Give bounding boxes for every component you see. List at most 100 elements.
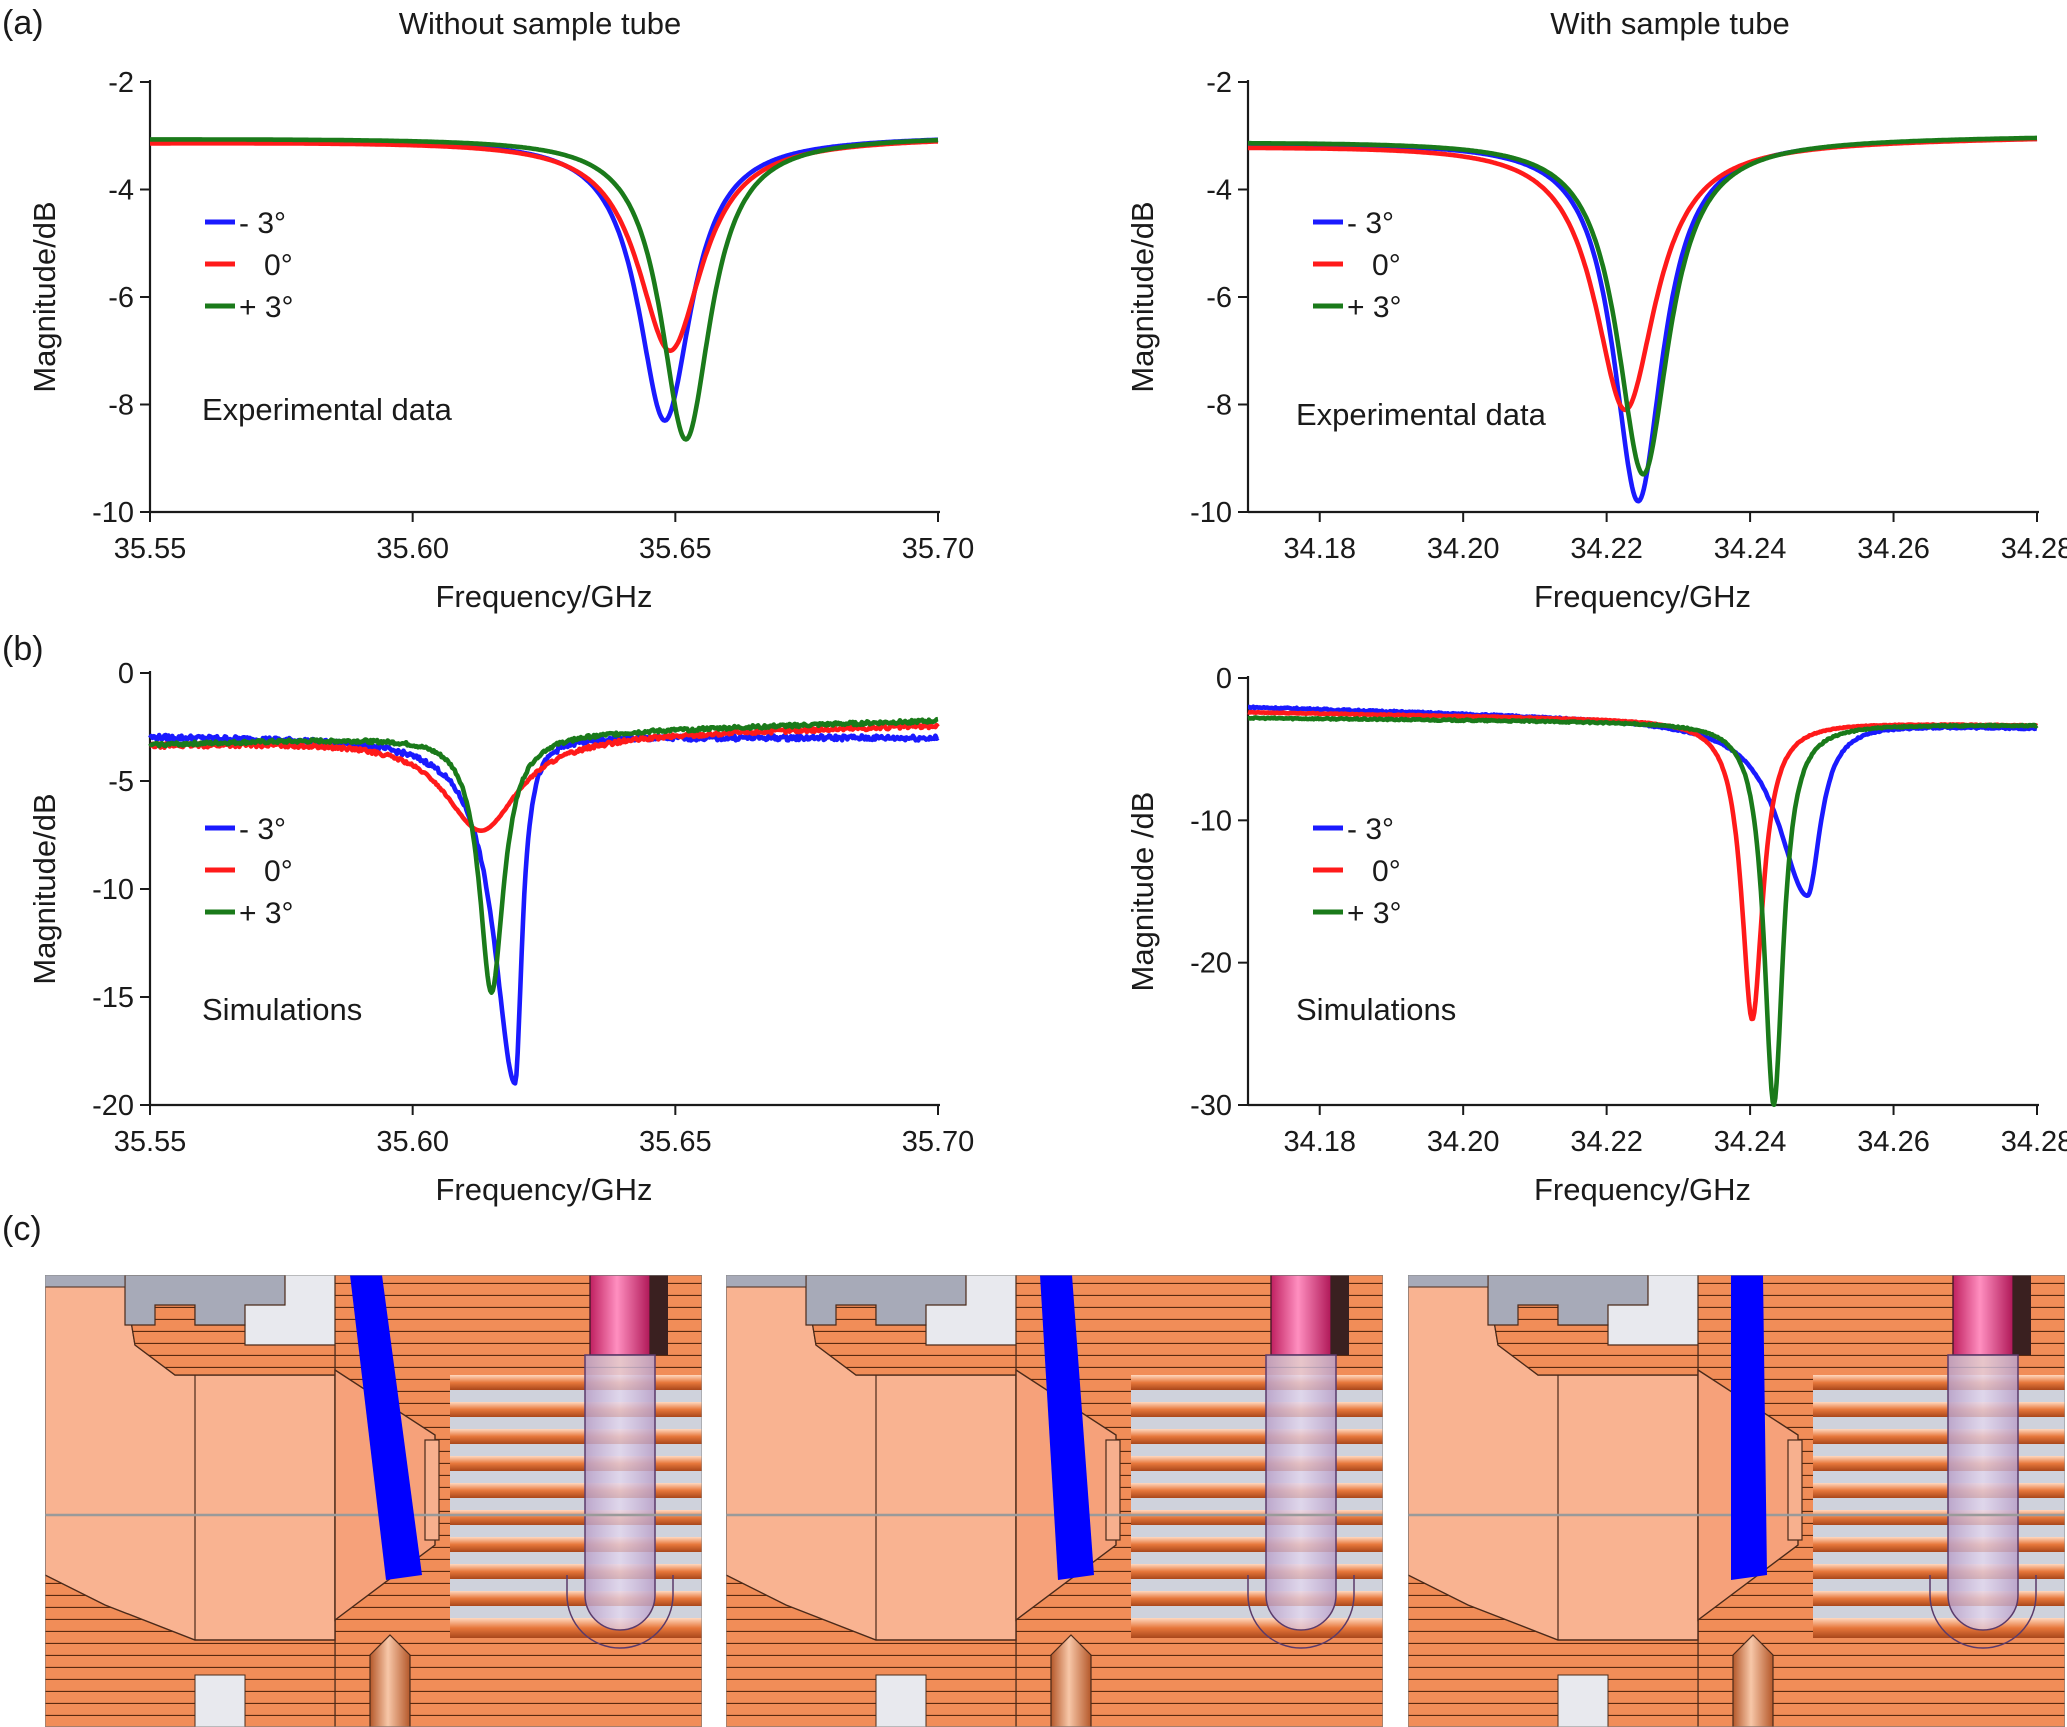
series-line-plus-3 bbox=[1247, 135, 2038, 477]
base-notch bbox=[875, 1674, 927, 1727]
chart-annotation: Simulations bbox=[1296, 992, 1456, 1027]
cavity-slot bbox=[450, 1591, 702, 1606]
panel-label-c: (c) bbox=[2, 1210, 42, 1248]
sample-tube-lower bbox=[584, 1354, 656, 1631]
iris-window bbox=[1787, 1439, 1803, 1541]
metal-strip bbox=[1408, 1275, 1489, 1288]
tube-holder bbox=[2013, 1275, 2031, 1355]
cavity-plate bbox=[1813, 1579, 2065, 1591]
chart-legend: - 3° 0° + 3° bbox=[1313, 207, 1402, 324]
tuning-pin bbox=[1050, 1634, 1092, 1727]
x-tick-label: 34.18 bbox=[1283, 533, 1356, 565]
legend-label: 0° bbox=[1347, 249, 1401, 282]
y-tick-label: -4 bbox=[108, 175, 134, 207]
cavity-plate bbox=[1131, 1444, 1383, 1456]
chart-annotation: Experimental data bbox=[202, 392, 453, 427]
x-tick-label: 35.60 bbox=[376, 1126, 449, 1158]
x-axis-label: Frequency/GHz bbox=[435, 1172, 652, 1207]
legend-label: 0° bbox=[239, 855, 293, 888]
y-axis-label: Magnitude /dB bbox=[1125, 792, 1160, 992]
y-tick-label: -6 bbox=[108, 282, 134, 314]
x-tick-label: 35.70 bbox=[902, 1126, 975, 1158]
cavity-slot bbox=[1813, 1564, 2065, 1579]
metal-clamp bbox=[124, 1275, 286, 1326]
legend-label: - 3° bbox=[239, 207, 286, 240]
y-tick-label: -5 bbox=[108, 766, 134, 798]
cavity-slot bbox=[1813, 1375, 2065, 1390]
series-line-plus-3 bbox=[148, 716, 939, 995]
cavity-slot bbox=[1813, 1483, 2065, 1498]
x-axis-label: Frequency/GHz bbox=[1534, 1172, 1751, 1207]
cavity-plate bbox=[1813, 1525, 2065, 1537]
cavity-plate bbox=[450, 1444, 702, 1456]
y-tick-label: -30 bbox=[1190, 1090, 1232, 1122]
y-tick-label: -20 bbox=[92, 1090, 134, 1122]
blue-rod bbox=[1731, 1275, 1767, 1580]
legend-label: 0° bbox=[239, 249, 293, 282]
cavity-slot bbox=[1131, 1591, 1383, 1606]
cavity-plate bbox=[1813, 1390, 2065, 1402]
cavity-slot bbox=[450, 1456, 702, 1471]
series-line-plus-3 bbox=[1247, 715, 2039, 1108]
cavity-plate bbox=[1131, 1498, 1383, 1510]
x-tick-label: 34.26 bbox=[1857, 1126, 1930, 1158]
x-tick-label: 34.18 bbox=[1283, 1126, 1356, 1158]
cavity-slot bbox=[1131, 1402, 1383, 1417]
y-tick-label: -10 bbox=[92, 497, 134, 529]
cavity-slot bbox=[450, 1537, 702, 1552]
panel-label-b: (b) bbox=[2, 630, 44, 668]
y-tick-label: -8 bbox=[1206, 390, 1232, 422]
sample-tube-lower bbox=[1947, 1354, 2019, 1631]
y-axis-label: Magnitude/dB bbox=[1125, 201, 1160, 392]
x-tick-label: 34.28 bbox=[2001, 533, 2067, 565]
y-tick-label: -8 bbox=[108, 390, 134, 422]
cavity-plate bbox=[1813, 1606, 2065, 1618]
chart-simulation-with-tube: 0 -10 -20 -30 34.18 34.20 34.22 34.24 34.26 34.28… bbox=[1125, 663, 2067, 1207]
y-tick-label: -2 bbox=[1206, 67, 1232, 99]
y-tick-label: -10 bbox=[92, 874, 134, 906]
x-tick-label: 34.26 bbox=[1857, 533, 1930, 565]
tuning-pin bbox=[369, 1634, 411, 1727]
cavity-slot bbox=[1813, 1591, 2065, 1606]
tube-holder bbox=[650, 1275, 668, 1355]
x-tick-label: 35.60 bbox=[376, 533, 449, 565]
cavity-plate bbox=[1813, 1471, 2065, 1483]
y-tick-label: -4 bbox=[1206, 175, 1232, 207]
x-tick-label: 35.55 bbox=[114, 533, 187, 565]
blue-rod bbox=[1040, 1275, 1094, 1580]
cavity-slot bbox=[1131, 1510, 1383, 1525]
cavity-slot bbox=[1813, 1429, 2065, 1444]
x-tick-label: 34.22 bbox=[1570, 533, 1643, 565]
tube-outline bbox=[566, 1575, 674, 1649]
x-tick-label: 34.24 bbox=[1714, 1126, 1787, 1158]
cavity-slot bbox=[1131, 1375, 1383, 1390]
cavity-slot bbox=[1131, 1456, 1383, 1471]
cavity-slot bbox=[1131, 1537, 1383, 1552]
x-tick-label: 34.24 bbox=[1714, 533, 1787, 565]
legend-label: + 3° bbox=[239, 291, 294, 324]
cavity-slot bbox=[1131, 1564, 1383, 1579]
x-tick-label: 35.70 bbox=[902, 533, 975, 565]
sample-tube-lower bbox=[1265, 1354, 1337, 1631]
cavity-plate bbox=[1813, 1498, 2065, 1510]
cavity-slot bbox=[1813, 1402, 2065, 1417]
tube-outline bbox=[1929, 1575, 2037, 1649]
cavity-slot bbox=[450, 1375, 702, 1390]
cavity-plate bbox=[450, 1417, 702, 1429]
series-line-plus-3 bbox=[149, 137, 939, 442]
metal-clamp bbox=[1487, 1275, 1649, 1326]
cavity-slot bbox=[450, 1564, 702, 1579]
cavity-slot bbox=[1813, 1537, 2065, 1552]
iris-window bbox=[1105, 1439, 1121, 1541]
cavity-slot bbox=[450, 1510, 702, 1525]
x-axis-label: Frequency/GHz bbox=[435, 579, 652, 614]
cavity-slot bbox=[450, 1483, 702, 1498]
cavity-bottom bbox=[1813, 1618, 2065, 1638]
chart-legend: - 3° 0° + 3° bbox=[1313, 813, 1402, 930]
legend-label: + 3° bbox=[1347, 897, 1402, 930]
chart-legend: - 3° 0° + 3° bbox=[205, 207, 294, 324]
y-axis-label: Magnitude/dB bbox=[27, 793, 62, 984]
metal-clamp bbox=[805, 1275, 967, 1326]
y-tick-label: -20 bbox=[1190, 948, 1232, 980]
